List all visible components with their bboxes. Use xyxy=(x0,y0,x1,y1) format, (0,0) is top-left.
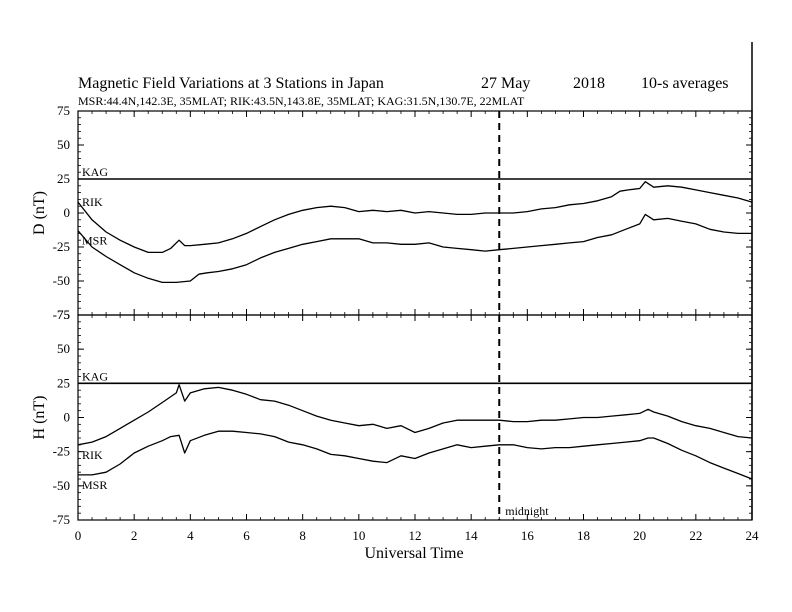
y-tick-label: 75 xyxy=(57,103,70,118)
d-label-rik: RIK xyxy=(82,195,103,209)
y-tick-label: 0 xyxy=(64,410,71,425)
d-label-kag: KAG xyxy=(82,165,108,179)
x-tick-label: 4 xyxy=(187,528,194,543)
y-tick-label: 75 xyxy=(57,307,70,322)
h-series-rik xyxy=(77,384,753,446)
y-tick-label: -75 xyxy=(53,307,70,322)
y-tick-label: -50 xyxy=(53,478,70,493)
y-tick-label: 0 xyxy=(64,205,71,220)
x-tick-label: 24 xyxy=(746,528,760,543)
y-tick-label: -25 xyxy=(53,444,70,459)
chart-title: Magnetic Field Variations at 3 Stations … xyxy=(78,75,384,92)
chart-averaging: 10-s averages xyxy=(641,75,729,92)
h-label-kag: KAG xyxy=(82,369,108,383)
y-axis-title: H (nT) xyxy=(31,396,48,440)
d-label-msr: MSR xyxy=(82,234,107,248)
y-tick-label: -25 xyxy=(53,239,70,254)
d-series-rik xyxy=(77,181,753,254)
station-coordinates: MSR:44.4N,142.3E, 35MLAT; RIK:43.5N,143.… xyxy=(78,94,525,108)
y-tick-label: -50 xyxy=(53,273,70,288)
y-tick-label: 25 xyxy=(57,375,70,390)
h-label-rik: RIK xyxy=(82,448,103,462)
x-tick-label: 14 xyxy=(465,528,479,543)
x-tick-label: 18 xyxy=(577,528,590,543)
y-tick-label: 50 xyxy=(57,341,70,356)
chart-date: 27 May xyxy=(481,75,530,92)
chart-year: 2018 xyxy=(573,75,605,92)
x-tick-label: 10 xyxy=(352,528,365,543)
x-tick-label: 6 xyxy=(243,528,250,543)
y-tick-label: 50 xyxy=(57,137,70,152)
h-label-msr: MSR xyxy=(82,478,107,492)
d-series-msr xyxy=(77,213,752,284)
y-axis-title: D (nT) xyxy=(31,191,48,235)
panel-frame xyxy=(77,314,753,521)
x-axis-title: Universal Time xyxy=(364,545,463,562)
midnight-label: midnight xyxy=(505,504,549,518)
x-tick-label: 22 xyxy=(689,528,702,543)
x-tick-label: 0 xyxy=(75,528,82,543)
x-tick-label: 20 xyxy=(633,528,646,543)
x-tick-label: 2 xyxy=(131,528,138,543)
panel-d: 75 50 25 0 -25 -50 -75 D (nT) KAG RIK MSR xyxy=(31,103,753,322)
x-tick-label: 12 xyxy=(409,528,422,543)
x-tick-label: 8 xyxy=(299,528,306,543)
x-tick-label: 16 xyxy=(521,528,535,543)
y-tick-label: 25 xyxy=(57,171,70,186)
y-tick-label: -75 xyxy=(53,512,70,527)
h-series-msr xyxy=(78,430,753,480)
